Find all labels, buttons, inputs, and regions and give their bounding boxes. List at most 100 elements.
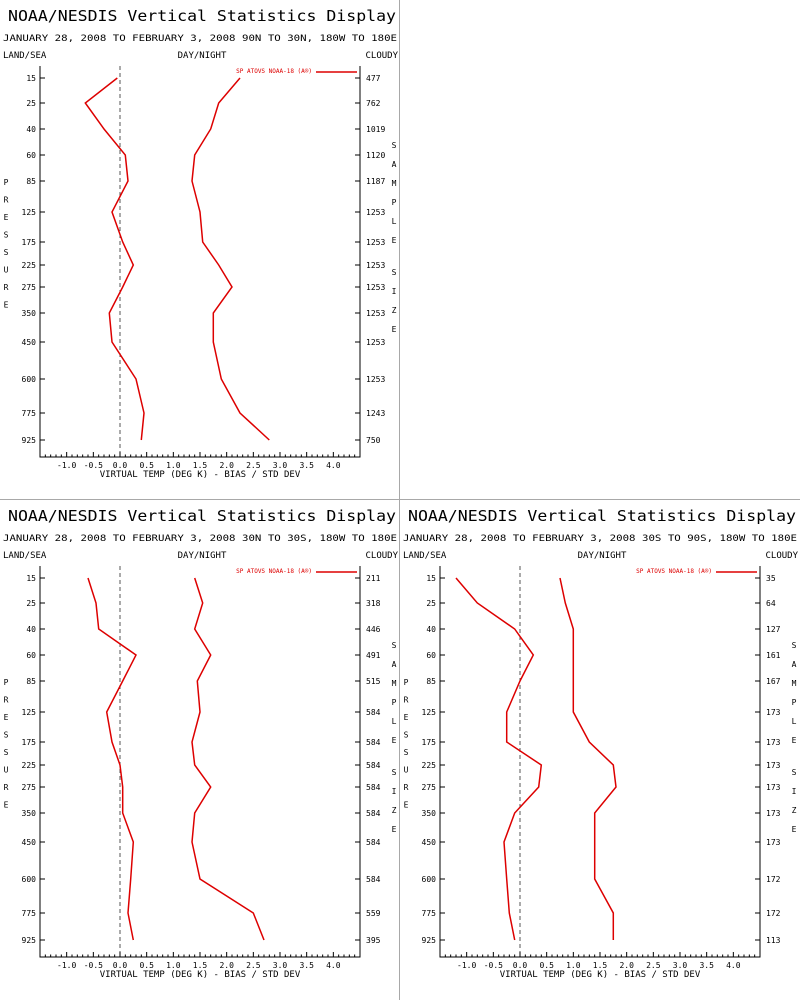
pressure-level-label: 450 [22, 838, 37, 847]
sample-size-label: 1253 [366, 261, 385, 270]
x-tick-label: -1.0 [57, 461, 76, 470]
legend-label: SP ATOVS NOAA-18 (A®) [236, 68, 312, 75]
day-night-label: DAY/NIGHT [178, 51, 227, 61]
sample-size-label: 1187 [366, 177, 385, 186]
sample-size-label: 173 [766, 838, 781, 847]
pressure-level-label: 225 [22, 761, 37, 770]
std-dev-series-line [191, 577, 265, 941]
sample-size-label: 173 [766, 738, 781, 747]
sample-size-label: 1120 [366, 151, 385, 160]
land-sea-label: LAND/SEA [403, 551, 447, 561]
x-tick-label: 2.0 [219, 961, 234, 970]
x-tick-label: -1.0 [57, 961, 76, 970]
sample-size-label: 1253 [366, 338, 385, 347]
x-tick-label: 1.5 [193, 461, 208, 470]
pressure-level-label: 175 [22, 738, 37, 747]
pressure-level-label: 85 [26, 677, 36, 686]
sample-size-label: 1253 [366, 309, 385, 318]
pressure-level-label: 350 [422, 809, 437, 818]
pressure-level-label: 15 [26, 74, 36, 83]
sample-size-label: 584 [366, 708, 381, 717]
x-tick-label: 1.5 [193, 961, 208, 970]
legend-label: SP ATOVS NOAA-18 (A®) [236, 568, 312, 575]
chart-subtitle: JANUARY 28, 2008 TO FEBRUARY 3, 2008 30N… [3, 534, 397, 544]
x-tick-label: 3.0 [273, 461, 288, 470]
x-tick-label: 1.0 [166, 461, 181, 470]
sample-size-label: 750 [366, 436, 381, 445]
pressure-level-label: 225 [22, 261, 37, 270]
day-night-label: DAY/NIGHT [578, 551, 627, 561]
sample-size-label: 446 [366, 625, 381, 634]
pressure-level-label: 600 [422, 875, 437, 884]
sample-size-label: 173 [766, 783, 781, 792]
pressure-level-label: 275 [422, 783, 437, 792]
x-tick-label: -0.5 [484, 961, 503, 970]
pressure-level-label: 925 [422, 936, 437, 945]
sample-size-label: 35 [766, 574, 776, 583]
sample-size-label: 211 [366, 574, 381, 583]
x-tick-label: 1.0 [166, 961, 181, 970]
pressure-level-label: 85 [426, 677, 436, 686]
legend-label: SP ATOVS NOAA-18 (A®) [636, 568, 712, 575]
pressure-level-label: 40 [426, 625, 436, 634]
sample-size-label: 1253 [366, 208, 385, 217]
x-tick-label: 3.5 [299, 461, 314, 470]
vertical-divider [399, 0, 400, 1000]
x-tick-label: 2.0 [219, 461, 234, 470]
pressure-level-label: 350 [22, 309, 37, 318]
x-tick-label: 3.5 [699, 961, 714, 970]
x-tick-label: 2.5 [646, 961, 661, 970]
cloudy-label: CLOUDY [365, 551, 398, 561]
pressure-level-label: 775 [22, 909, 37, 918]
pressure-level-label: 225 [422, 761, 437, 770]
pressure-level-label: 175 [422, 738, 437, 747]
pressure-level-label: 600 [22, 875, 37, 884]
sample-size-label: 173 [766, 708, 781, 717]
pressure-level-label: 85 [26, 177, 36, 186]
vertical-stats-panel: NOAA/NESDIS Vertical Statistics Display J… [3, 7, 399, 480]
bias-series-line [455, 577, 543, 941]
pressure-level-label: 25 [26, 99, 36, 108]
sample-size-label: 167 [766, 677, 781, 686]
sample-size-label: 172 [766, 909, 781, 918]
sample-size-label: 515 [366, 677, 381, 686]
land-sea-label: LAND/SEA [3, 51, 47, 61]
x-tick-label: 2.5 [246, 961, 261, 970]
x-tick-label: 1.5 [593, 961, 608, 970]
sample-size-label: 1253 [366, 238, 385, 247]
cloudy-label: CLOUDY [765, 551, 798, 561]
sample-size-label: 173 [766, 809, 781, 818]
pressure-level-label: 25 [26, 599, 36, 608]
pressure-level-label: 60 [26, 651, 36, 660]
chart-subtitle: JANUARY 28, 2008 TO FEBRUARY 3, 2008 90N… [3, 34, 397, 44]
pressure-level-label: 600 [22, 375, 37, 384]
sample-size-label: 584 [366, 783, 381, 792]
pressure-level-label: 125 [22, 708, 37, 717]
pressure-level-label: 25 [426, 599, 436, 608]
x-tick-label: 3.0 [673, 961, 688, 970]
x-tick-label: 0.0 [513, 961, 528, 970]
land-sea-label: LAND/SEA [3, 551, 47, 561]
pressure-level-label: 60 [26, 151, 36, 160]
pressure-level-label: 775 [422, 909, 437, 918]
x-tick-label: 3.0 [273, 961, 288, 970]
x-axis-label: VIRTUAL TEMP (DEG K) - BIAS / STD DEV [100, 970, 301, 980]
sample-size-label: 127 [766, 625, 781, 634]
pressure-level-label: 450 [422, 838, 437, 847]
std-dev-series-line [191, 77, 270, 441]
sample-size-label: 113 [766, 936, 781, 945]
pressure-level-label: 925 [22, 936, 37, 945]
sample-size-label: 172 [766, 875, 781, 884]
sample-size-label: 1019 [366, 125, 385, 134]
pressure-level-label: 60 [426, 651, 436, 660]
sample-size-label: 584 [366, 838, 381, 847]
x-tick-label: 0.5 [139, 461, 154, 470]
pressure-level-label: 275 [22, 283, 37, 292]
horizontal-divider [0, 499, 800, 500]
vertical-stats-panel: NOAA/NESDIS Vertical Statistics Display J… [403, 507, 799, 980]
